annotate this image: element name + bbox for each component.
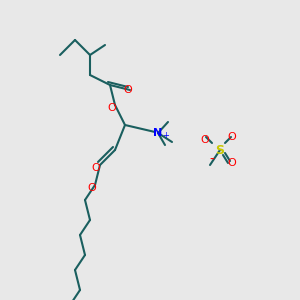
Text: O: O: [201, 135, 209, 145]
Text: N: N: [153, 128, 163, 138]
Text: O: O: [92, 163, 100, 173]
Text: O: O: [228, 158, 236, 168]
Text: O: O: [124, 85, 132, 95]
Text: O: O: [88, 183, 96, 193]
Text: O: O: [228, 132, 236, 142]
Text: S: S: [215, 143, 224, 157]
Text: -: -: [210, 153, 214, 167]
Text: O: O: [108, 103, 116, 113]
Text: +: +: [163, 130, 170, 140]
